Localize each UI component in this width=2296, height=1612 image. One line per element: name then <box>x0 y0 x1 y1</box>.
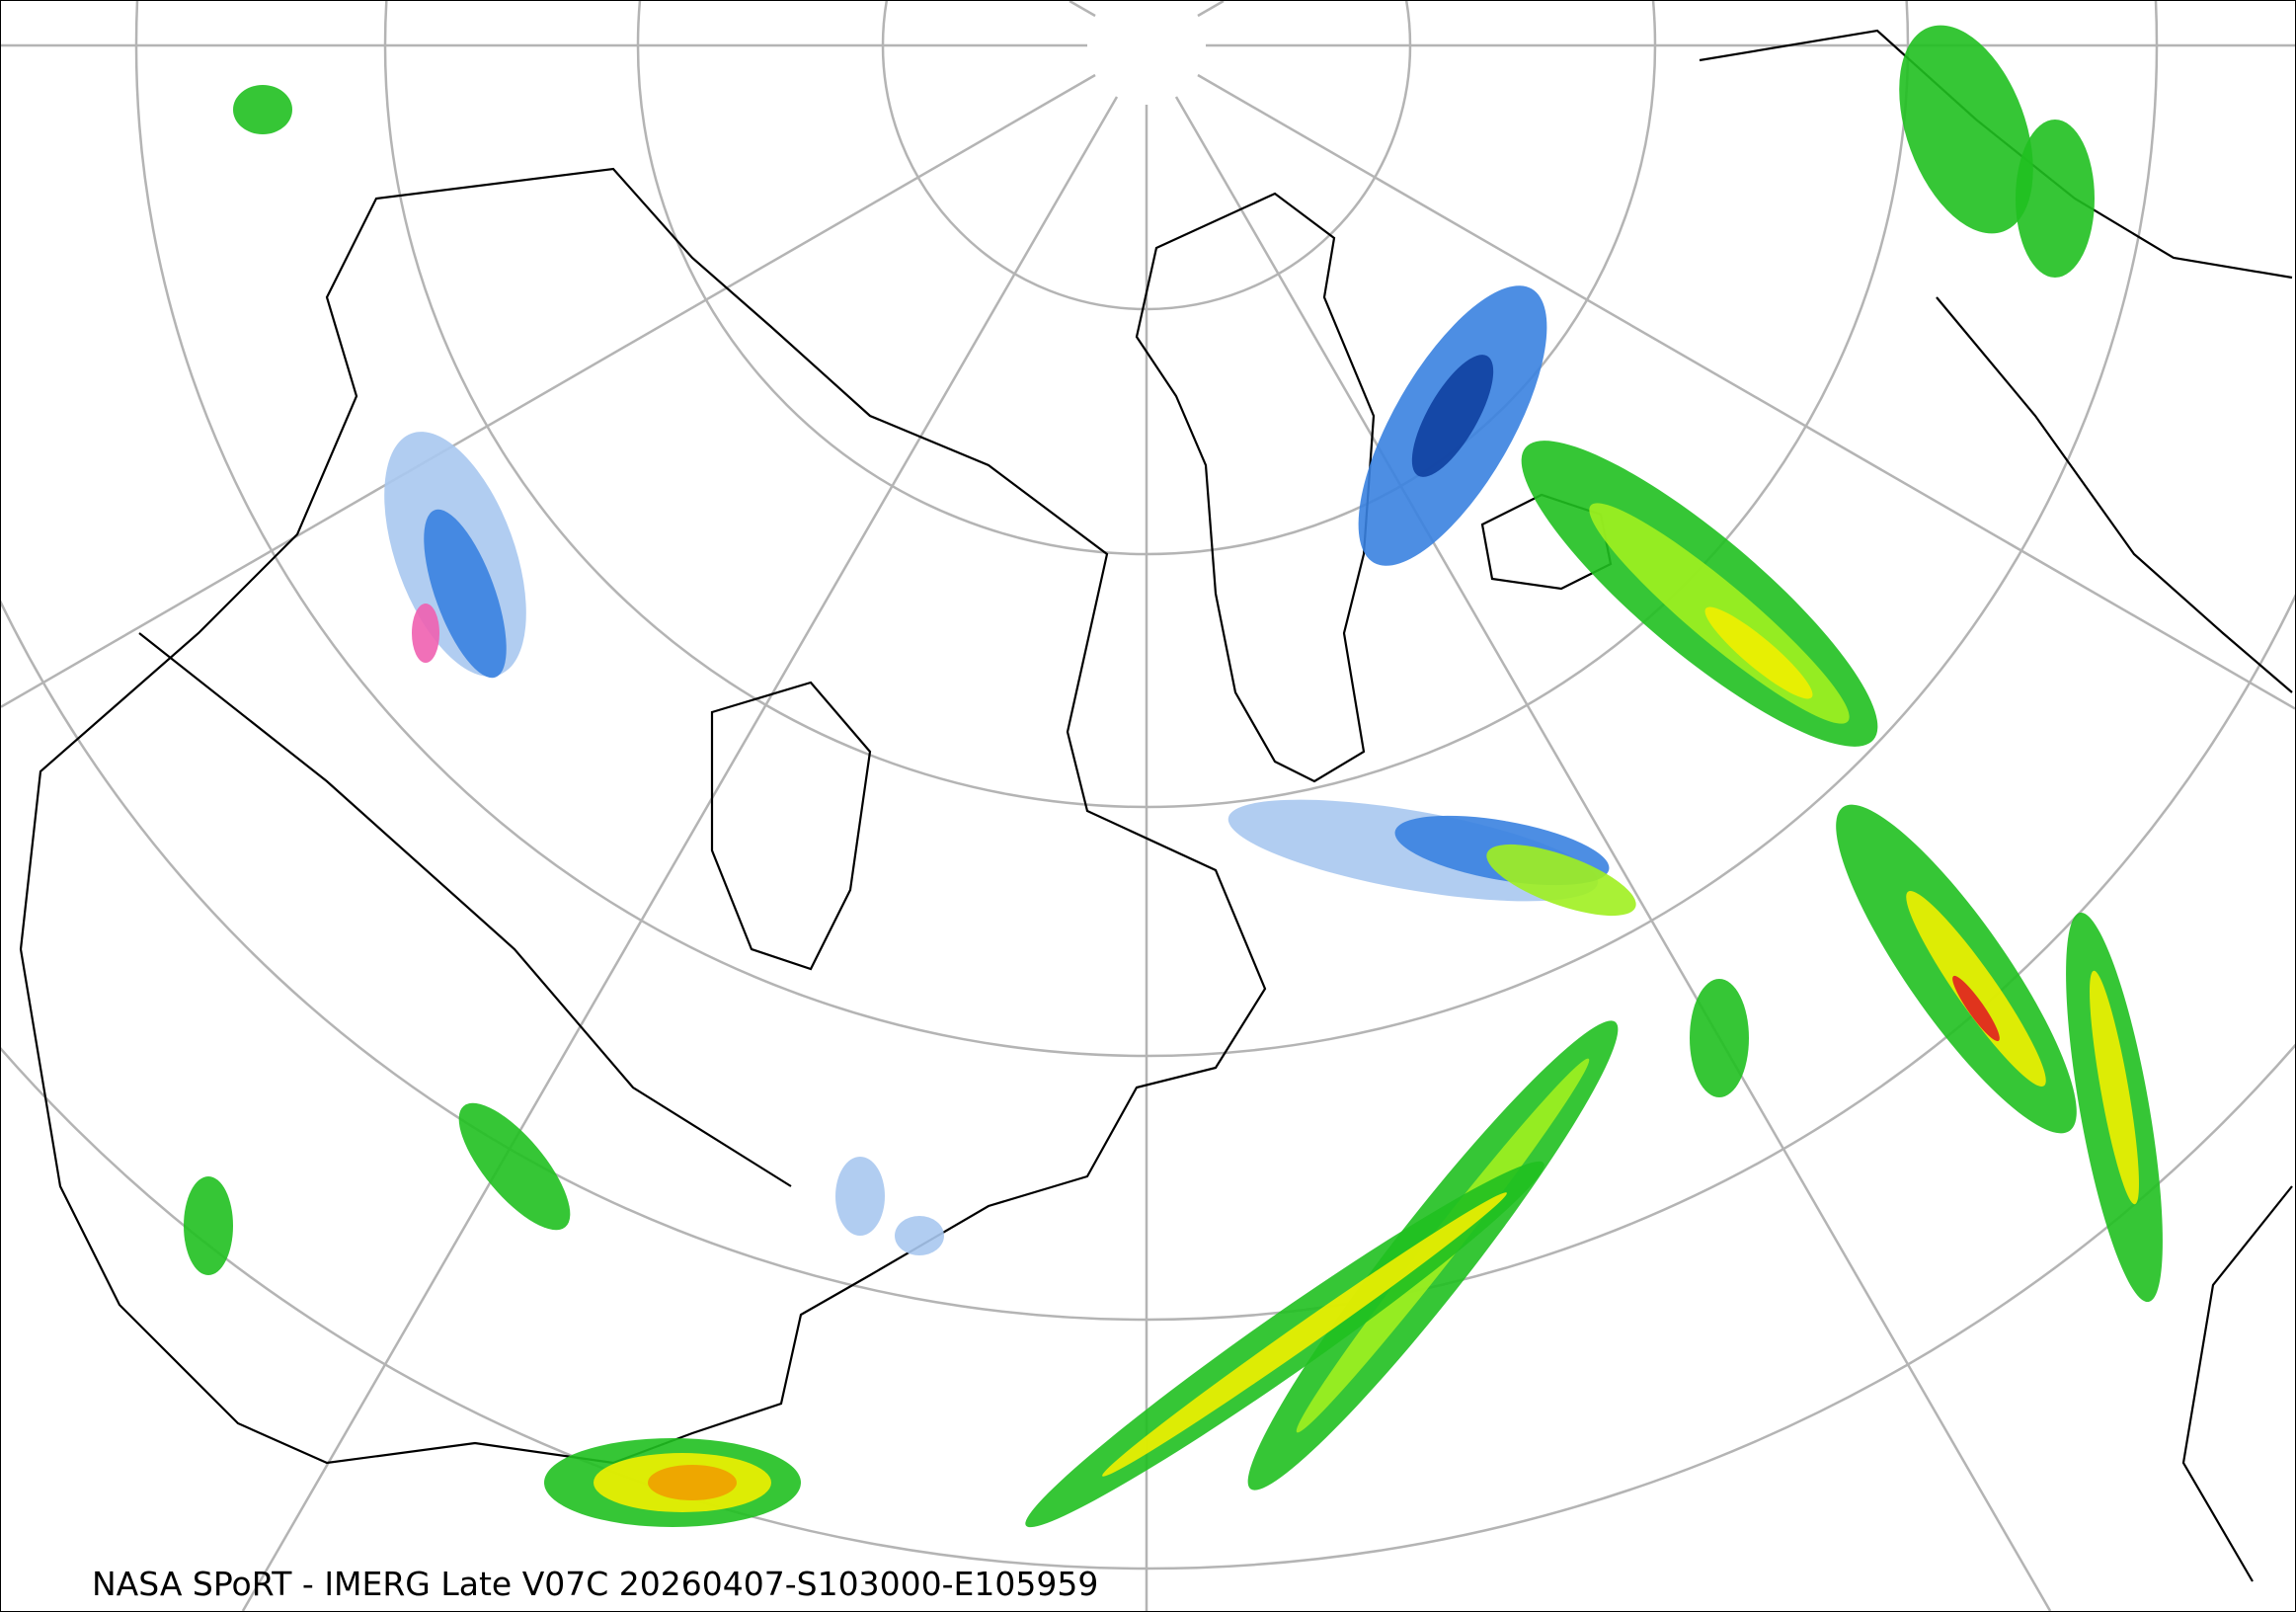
meridian-line <box>1197 73 2295 710</box>
precip-area-light-blue <box>895 1216 944 1255</box>
meridian-line <box>1197 1 1225 18</box>
precip-area-green <box>233 85 292 134</box>
precip-area-red <box>1952 975 2000 1042</box>
meridian-line <box>1174 96 2052 1611</box>
meridian-line <box>241 96 1119 1611</box>
precip-area-green <box>458 1102 571 1231</box>
precip-area-yellow <box>2090 970 2139 1205</box>
precip-area-pink <box>412 604 439 663</box>
greenland-outline <box>1135 192 1376 783</box>
precipitation-layer <box>184 25 2163 1528</box>
precip-area-green <box>2016 120 2095 278</box>
product-caption: NASA SPoRT - IMERG Late V07C 20260407-S1… <box>92 1565 1099 1603</box>
precip-area-blue <box>424 509 507 679</box>
europe-outline <box>1699 29 2293 1582</box>
precip-area-green <box>1690 979 1749 1097</box>
meridian-line <box>1 73 1096 708</box>
north-america-outline <box>19 167 1267 1465</box>
hudson-bay-outline <box>710 681 872 971</box>
precip-area-yellow <box>1906 891 2046 1087</box>
precip-area-light-blue <box>835 1157 885 1236</box>
us-canada-border <box>138 632 792 1187</box>
latitude-circle <box>1 1043 2295 1570</box>
precip-area-green <box>1899 25 2033 234</box>
precip-area-yellow <box>1704 606 1813 699</box>
precip-area-green <box>184 1176 233 1275</box>
precip-area-light-green <box>1486 844 1636 917</box>
precip-area-yellow <box>1102 1192 1507 1477</box>
meridian-line <box>1069 1 1096 18</box>
precip-area-dark-blue <box>1411 355 1494 477</box>
precip-area-orange <box>648 1465 737 1500</box>
